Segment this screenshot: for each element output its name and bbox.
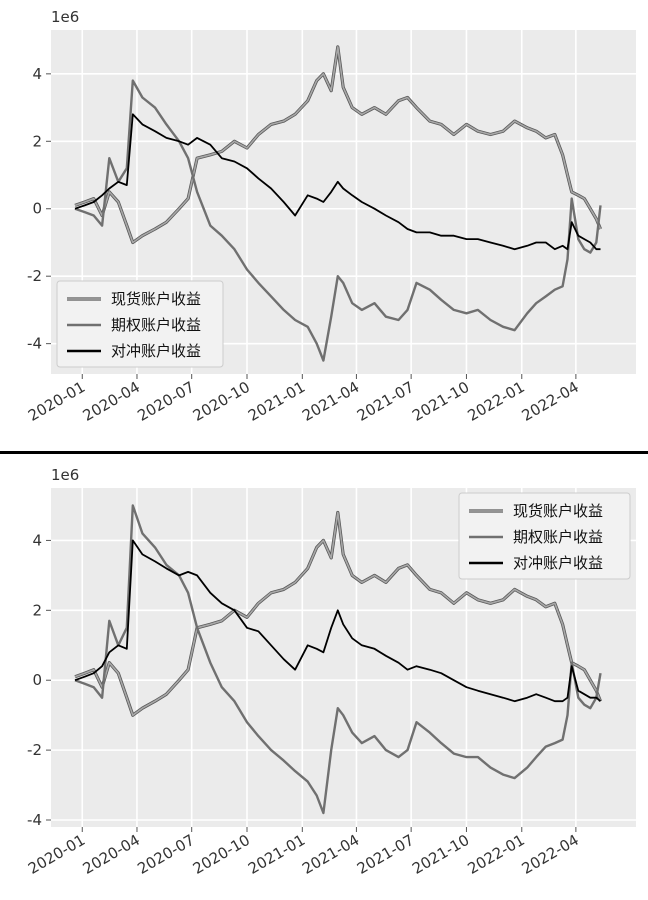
legend-label: 现货账户收益: [111, 290, 201, 308]
x-tick-label: 2020-07: [134, 378, 197, 425]
x-tick-label: 2020-04: [80, 378, 143, 425]
series-line: [74, 504, 602, 815]
x-tick-label: 2022-04: [519, 378, 582, 425]
legend-box: [458, 492, 631, 580]
chart-top: -4-20242020-012020-042020-072020-102021-…: [25, 8, 636, 425]
series-line: [74, 79, 602, 362]
x-tick-label: 2020-01: [25, 378, 88, 425]
x-tick-label: 2020-10: [190, 378, 253, 425]
x-tick-label: 2021-01: [245, 831, 308, 878]
y-tick-label: -4: [27, 811, 42, 829]
x-tick-label: 2021-01: [245, 378, 308, 425]
x-tick-label: 2021-04: [299, 831, 362, 878]
y-tick-label: -2: [27, 267, 42, 285]
series-line: [74, 113, 601, 251]
legend-label: 期权账户收益: [513, 528, 603, 546]
legend-box: [56, 280, 224, 368]
x-tick-label: 2020-01: [25, 831, 88, 878]
x-tick-label: 2022-04: [519, 831, 582, 878]
y-tick-label: 0: [32, 200, 42, 218]
x-tick-label: 2021-07: [354, 378, 417, 425]
x-tick-label: 2020-07: [134, 831, 197, 878]
series-line: [74, 511, 602, 716]
legend-label: 期权账户收益: [111, 316, 201, 334]
chart-bottom: -4-20242020-012020-042020-072020-102021-…: [25, 466, 636, 878]
x-tick-label: 2022-01: [464, 378, 527, 425]
y-scale-label: 1e6: [51, 8, 79, 26]
x-tick-label: 2022-01: [464, 831, 527, 878]
y-tick-label: 4: [32, 65, 42, 83]
x-tick-label: 2020-04: [80, 831, 143, 878]
x-tick-label: 2021-10: [409, 831, 472, 878]
x-tick-label: 2020-10: [190, 831, 253, 878]
legend-label: 对冲账户收益: [513, 554, 603, 572]
y-scale-label: 1e6: [51, 466, 79, 484]
x-tick-label: 2021-10: [409, 378, 472, 425]
y-tick-label: -4: [27, 335, 42, 353]
y-tick-label: 0: [32, 671, 42, 689]
x-tick-label: 2021-04: [299, 378, 362, 425]
y-tick-label: 2: [32, 132, 42, 150]
y-tick-label: 4: [32, 531, 42, 549]
legend-label: 对冲账户收益: [111, 342, 201, 360]
series-line: [74, 539, 602, 703]
x-tick-label: 2021-07: [354, 831, 417, 878]
y-tick-label: -2: [27, 741, 42, 759]
legend-label: 现货账户收益: [513, 502, 603, 520]
series-line: [74, 46, 602, 244]
y-tick-label: 2: [32, 601, 42, 619]
chart-divider: [0, 451, 648, 454]
